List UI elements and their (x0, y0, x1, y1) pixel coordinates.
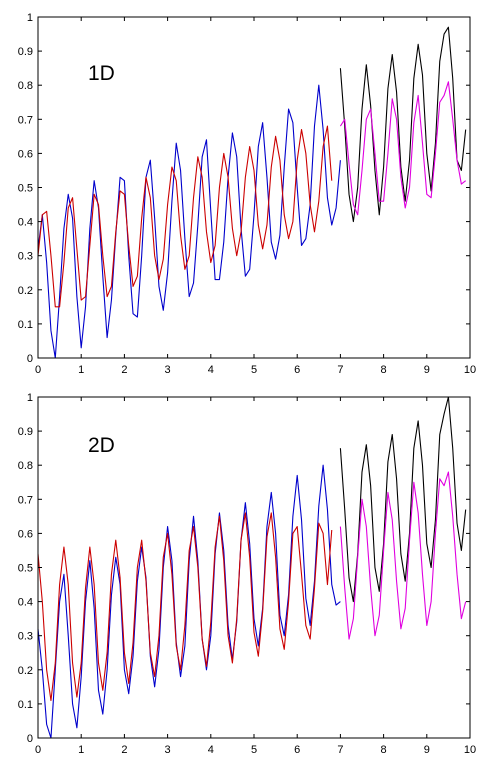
chart-panel-2: 0 1 2 3 4 5 6 7 8 9 10 0 0.1 0.2 0.3 0.4 0.5 0.6 0.7 0.8 0.9… (18, 392, 476, 756)
y-tick-label: 0.6 (18, 148, 33, 160)
y-tick-label: 0.9 (18, 426, 33, 438)
x-tick-label: 9 (424, 744, 430, 756)
y-tick-label: 0.2 (18, 285, 33, 297)
x-tick-label: 0 (35, 744, 41, 756)
y-tick-label: 0.9 (18, 46, 33, 58)
y-tick-label: 0.3 (18, 251, 33, 263)
y-tick-label: 0.7 (18, 114, 33, 126)
x-tick-label: 1 (78, 744, 84, 756)
series-line-black (339, 396, 467, 603)
y-tick-label: 0 (27, 733, 33, 745)
y-tick-label: 0.7 (18, 494, 33, 506)
panel-label: 2D (88, 434, 115, 457)
x-tick-label: 8 (381, 744, 387, 756)
x-tick-label: 4 (208, 364, 214, 376)
y-tick-label: 0.2 (18, 665, 33, 677)
y-tick-label: 0.4 (18, 597, 33, 609)
x-tick-label: 3 (165, 744, 171, 756)
x-tick-label: 3 (165, 364, 171, 376)
y-tick-label: 0.8 (18, 80, 33, 92)
x-tick-label: 4 (208, 744, 214, 756)
series-line-black (339, 26, 467, 223)
x-tick-label: 5 (251, 744, 257, 756)
x-tick-label: 2 (121, 364, 127, 376)
y-tick-label: 0.3 (18, 631, 33, 643)
x-tick-label: 0 (35, 364, 41, 376)
x-tick-label: 10 (464, 364, 476, 376)
x-tick-label: 7 (337, 364, 343, 376)
y-tick-label: 0 (27, 353, 33, 365)
y-tick-label: 1 (27, 392, 33, 404)
panel-label: 1D (88, 62, 115, 85)
series-line-red (37, 512, 333, 702)
series-line-blue (37, 464, 341, 739)
x-tick-label: 6 (294, 364, 300, 376)
chart-panel-1: 0 1 2 3 4 5 6 7 8 9 10 0 0.1 0.2 0.3 0.4 0.5 0.6 0.7 0.8 0.9… (18, 12, 476, 376)
y-tick-label: 0.5 (18, 563, 33, 575)
y-tick-label: 0.4 (18, 217, 33, 229)
x-tick-label: 10 (464, 744, 476, 756)
y-tick-label: 0.5 (18, 183, 33, 195)
y-tick-label: 0.1 (18, 319, 33, 331)
y-tick-label: 0.1 (18, 699, 33, 711)
x-tick-label: 1 (78, 364, 84, 376)
y-tick-label: 0.6 (18, 528, 33, 540)
x-tick-label: 6 (294, 744, 300, 756)
series-line-magenta (339, 471, 467, 640)
x-tick-label: 5 (251, 364, 257, 376)
x-tick-label: 9 (424, 364, 430, 376)
x-tick-label: 7 (337, 744, 343, 756)
series-line-blue (37, 84, 341, 359)
y-tick-label: 1 (27, 12, 33, 24)
series-line-red (37, 125, 333, 308)
y-tick-label: 0.8 (18, 460, 33, 472)
series-line-magenta (339, 81, 467, 216)
x-tick-label: 8 (381, 364, 387, 376)
x-tick-label: 2 (121, 744, 127, 756)
